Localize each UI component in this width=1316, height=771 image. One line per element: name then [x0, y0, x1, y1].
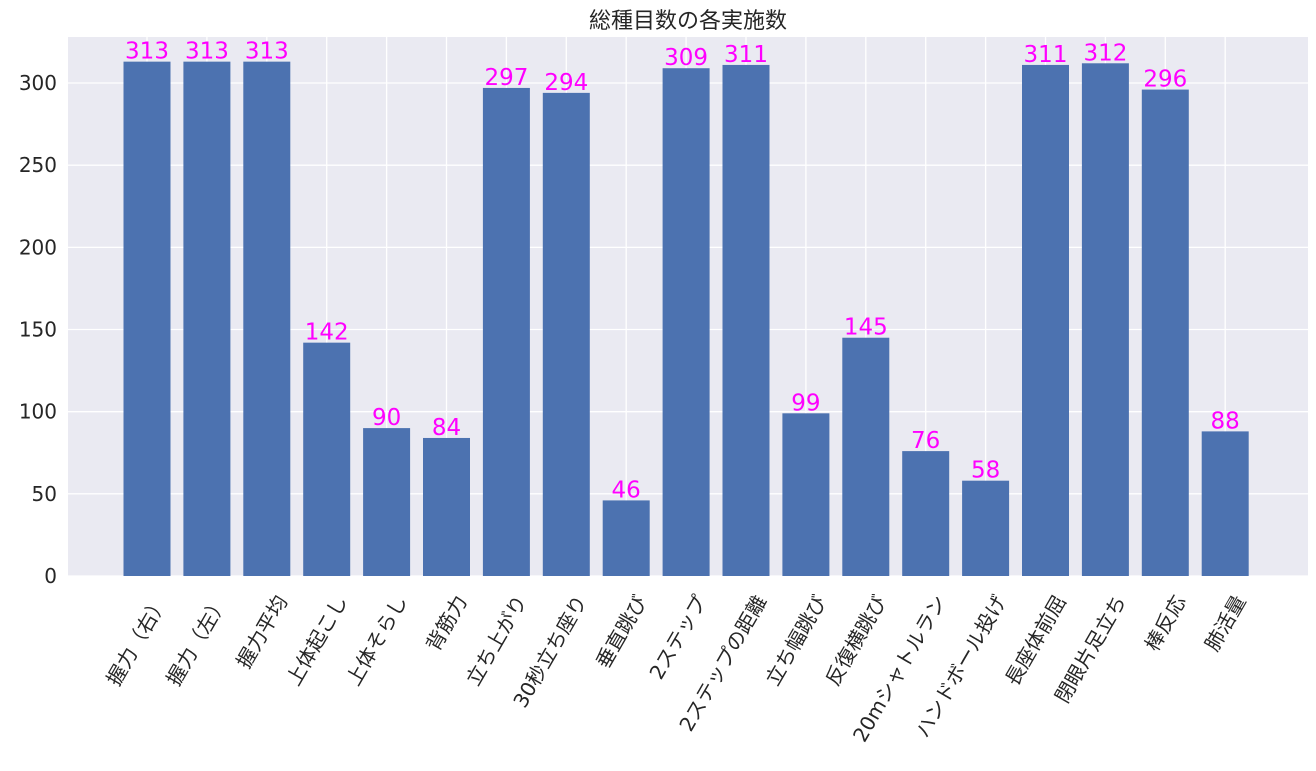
- x-tick-label: 立ち上がり: [461, 591, 532, 690]
- bar: [423, 437, 470, 576]
- data-label: 142: [305, 320, 349, 346]
- x-axis-tick-labels: 握力（右）握力（左） 握力平均上体起こし上体そらし 背筋力立ち上がり30秒立ち座り垂…: [102, 591, 1251, 746]
- data-label: 145: [844, 315, 888, 341]
- x-tick-label: 反復横跳び: [821, 591, 892, 690]
- data-label: 297: [484, 65, 528, 91]
- bar: [722, 64, 770, 576]
- x-tick-label: 上体起こし: [281, 591, 352, 690]
- x-tick-label: 棒反応: [1140, 591, 1191, 655]
- data-label: 311: [724, 42, 768, 68]
- x-tick-label: 2ステップ: [644, 591, 711, 683]
- x-tick-label: 垂直跳び: [591, 591, 652, 672]
- data-label: 294: [544, 70, 588, 96]
- data-label: 76: [911, 428, 940, 454]
- bar: [542, 92, 590, 576]
- x-tick-label: 背筋力: [421, 591, 472, 655]
- bar: [1081, 63, 1129, 577]
- data-label: 313: [245, 39, 289, 65]
- data-label: 58: [971, 458, 1000, 484]
- bar: [243, 61, 291, 576]
- bar: [602, 500, 650, 576]
- bar: [902, 451, 950, 576]
- chart-title: 総種目数の各実施数: [589, 9, 787, 34]
- bar: [303, 342, 351, 576]
- bar: [1201, 431, 1249, 576]
- x-tick-label: 肺活量: [1200, 591, 1251, 655]
- x-tick-label: 握力（左）: [162, 591, 233, 690]
- x-tick-label: 握力（右）: [102, 591, 173, 690]
- data-label: 312: [1083, 40, 1127, 66]
- data-label: 90: [372, 405, 401, 431]
- bar: [363, 428, 411, 576]
- data-label: 84: [432, 415, 461, 441]
- y-tick-label: 200: [19, 235, 57, 259]
- bar: [842, 337, 890, 576]
- data-label: 313: [185, 39, 229, 65]
- y-tick-label: 50: [32, 482, 57, 506]
- x-tick-label: 上体そらし: [341, 591, 412, 690]
- data-label: 296: [1143, 67, 1187, 93]
- data-label: 88: [1211, 408, 1240, 434]
- bar: [782, 413, 830, 576]
- bar: [1141, 89, 1189, 577]
- data-label: 46: [612, 477, 641, 503]
- y-tick-label: 250: [19, 153, 57, 177]
- bar: [482, 87, 530, 576]
- bar: [962, 480, 1010, 576]
- bars-group: [123, 61, 1249, 577]
- x-tick-label: 長座体前屈: [1000, 591, 1071, 690]
- y-tick-label: 0: [44, 564, 57, 588]
- data-label: 309: [664, 45, 708, 71]
- data-label: 99: [791, 390, 820, 416]
- data-label: 311: [1024, 42, 1068, 68]
- y-tick-label: 100: [19, 400, 57, 424]
- bar: [662, 68, 710, 576]
- bar: [123, 61, 171, 576]
- data-label: 313: [125, 39, 169, 65]
- bar: [183, 61, 231, 576]
- x-tick-label: 立ち幅跳び: [761, 591, 832, 690]
- bar: [1022, 64, 1069, 576]
- y-tick-label: 150: [19, 318, 57, 342]
- data-labels-group: 313 313 313 142 90 84 297 294 46 309 311 99 145 76 58 3…: [125, 39, 1240, 504]
- y-tick-label: 300: [19, 71, 57, 95]
- x-tick-label: 握力平均: [232, 591, 293, 672]
- y-axis-tick-labels: 0 50 100 150 200 250 300: [19, 71, 57, 588]
